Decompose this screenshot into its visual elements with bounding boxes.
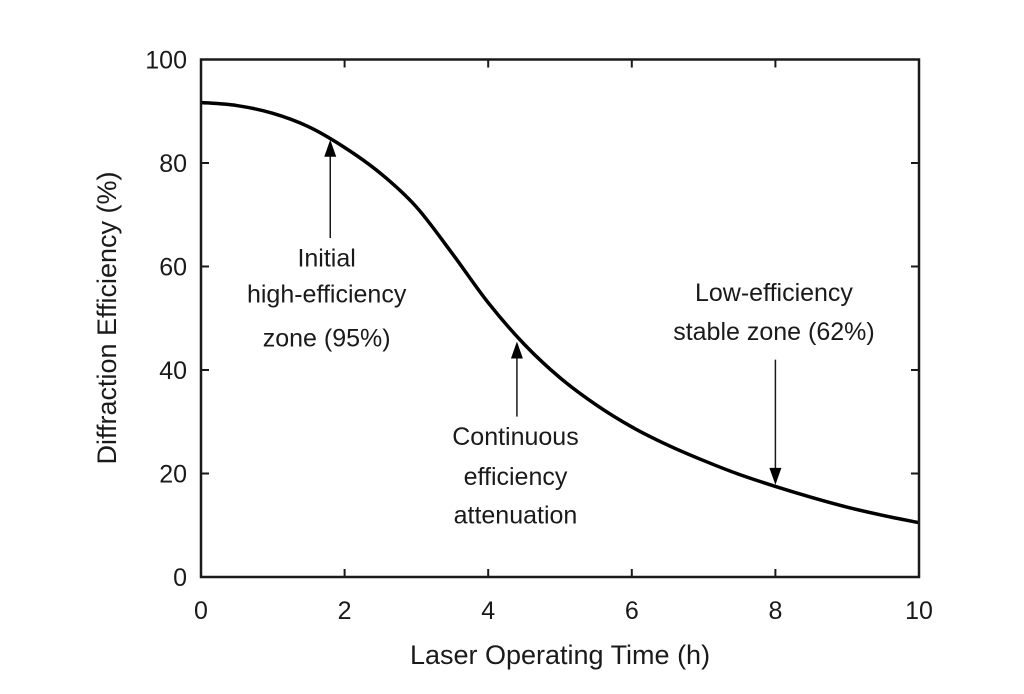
plot-frame bbox=[199, 58, 921, 579]
annotation-text: stable zone (62%) bbox=[673, 318, 875, 346]
y-tick-label: 40 bbox=[159, 357, 187, 385]
annotation-arrow-head bbox=[769, 467, 782, 485]
annotation-arrow-head bbox=[324, 139, 337, 157]
x-axis-label: Laser Operating Time (h) bbox=[410, 640, 710, 670]
x-tick-label: 6 bbox=[625, 597, 639, 625]
x-tick-label: 4 bbox=[481, 597, 495, 625]
y-tick-label: 100 bbox=[145, 47, 187, 75]
y-tick-label: 60 bbox=[159, 254, 187, 282]
annotation-arrow-head bbox=[510, 341, 523, 359]
annotation-text: Low-efficiency bbox=[695, 279, 853, 307]
series-line bbox=[200, 100, 920, 525]
annotation-text: Initial bbox=[297, 245, 355, 273]
y-tick-label: 80 bbox=[159, 150, 187, 178]
x-tick-label: 10 bbox=[905, 597, 933, 625]
annotation-text: zone (95%) bbox=[263, 325, 391, 353]
x-tick-label: 8 bbox=[768, 597, 782, 625]
y-tick-label: 0 bbox=[173, 564, 187, 592]
x-tick-label: 0 bbox=[194, 597, 208, 625]
y-axis-label: Diffraction Efficiency (%) bbox=[92, 171, 122, 464]
annotation-text: high-efficiency bbox=[247, 281, 407, 309]
annotation-text: attenuation bbox=[454, 502, 578, 530]
x-tick-label: 2 bbox=[338, 597, 352, 625]
y-tick-label: 20 bbox=[159, 461, 187, 489]
annotation-text: Continuous bbox=[452, 423, 578, 451]
annotation-text: efficiency bbox=[464, 463, 568, 491]
